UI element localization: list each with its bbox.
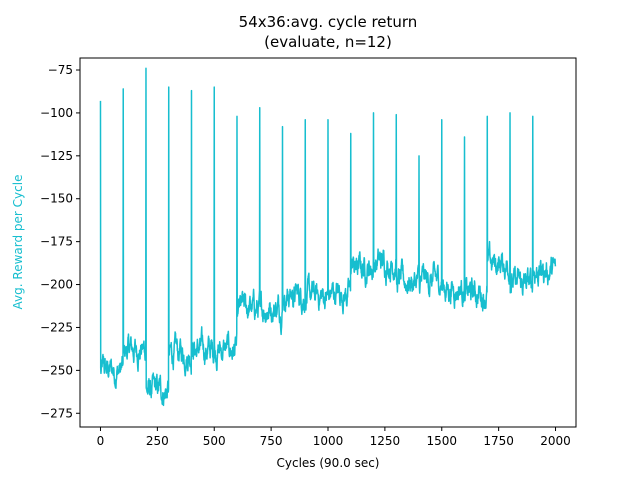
y-axis: −275 −250 −225 −200 −175 −150 −125 −100 −75 xyxy=(40,63,80,420)
x-axis-label: Cycles (90.0 sec) xyxy=(277,456,380,470)
y-tick-label: −250 xyxy=(40,363,73,377)
series-line xyxy=(99,67,557,407)
chart-subtitle: (evaluate, n=12) xyxy=(264,33,392,51)
x-tick-label: 1500 xyxy=(426,434,457,448)
chart-title: 54x36:avg. cycle return xyxy=(239,13,418,31)
y-axis-label: Avg. Reward per Cycle xyxy=(11,175,25,310)
x-tick-label: 2000 xyxy=(540,434,571,448)
series-group xyxy=(99,67,557,407)
y-tick-label: −100 xyxy=(40,106,73,120)
y-tick-label: −275 xyxy=(40,406,73,420)
x-tick-label: 250 xyxy=(146,434,169,448)
y-tick-label: −75 xyxy=(48,63,73,77)
y-tick-label: −125 xyxy=(40,149,73,163)
x-tick-label: 1250 xyxy=(370,434,401,448)
y-tick-label: −225 xyxy=(40,320,73,334)
y-tick-label: −150 xyxy=(40,192,73,206)
x-tick-label: 500 xyxy=(203,434,226,448)
x-tick-label: 750 xyxy=(260,434,283,448)
x-axis: 0 250 500 750 1000 1250 1500 1750 2000 xyxy=(97,427,571,448)
y-tick-label: −175 xyxy=(40,235,73,249)
y-tick-label: −200 xyxy=(40,278,73,292)
x-tick-label: 1000 xyxy=(313,434,344,448)
x-tick-label: 1750 xyxy=(483,434,514,448)
x-tick-label: 0 xyxy=(97,434,105,448)
